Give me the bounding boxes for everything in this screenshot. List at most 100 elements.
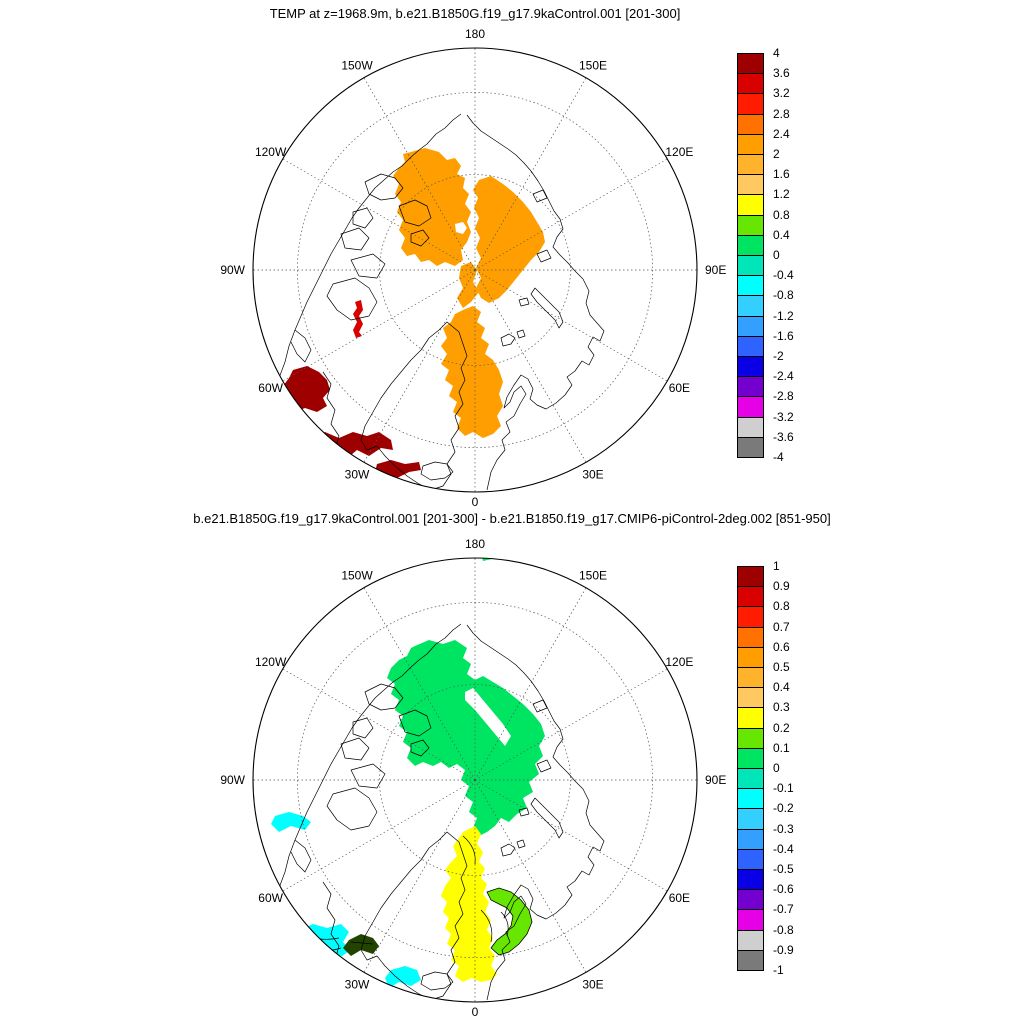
warm-speck-180 bbox=[481, 40, 493, 48]
positive-fram-yellow bbox=[441, 826, 497, 982]
lon-label-60E: 60E bbox=[669, 891, 690, 905]
lon-label-180: 180 bbox=[465, 27, 485, 41]
coastline bbox=[398, 199, 432, 227]
colorbar-label: -0.1 bbox=[773, 781, 794, 796]
colorbar-cell bbox=[737, 113, 764, 135]
lon-label-150W: 150W bbox=[341, 59, 373, 73]
coastline bbox=[420, 971, 454, 991]
lon-label-90E: 90E bbox=[705, 773, 726, 787]
colorbar-label: 0.3 bbox=[773, 700, 790, 715]
coastline bbox=[420, 461, 454, 481]
colorbar-cell bbox=[737, 376, 764, 398]
hot-labrador-blob bbox=[283, 366, 330, 412]
colorbar-cell bbox=[737, 828, 764, 850]
coastline bbox=[532, 189, 548, 203]
lon-label-90W: 90W bbox=[220, 773, 245, 787]
colorbar-label: 0.8 bbox=[773, 207, 790, 222]
colorbar-cell bbox=[737, 315, 764, 337]
coastline bbox=[518, 807, 530, 817]
colorbar-cell bbox=[737, 788, 764, 810]
colorbar-cell bbox=[737, 133, 764, 155]
lon-label-30W: 30W bbox=[345, 467, 370, 481]
colorbar-label: -0.8 bbox=[773, 288, 794, 303]
negative-south-cyan bbox=[385, 966, 421, 988]
lon-label-120E: 120E bbox=[665, 145, 693, 159]
colorbar-cell bbox=[737, 909, 764, 931]
colorbar-label: 0.8 bbox=[773, 599, 790, 614]
coastline bbox=[364, 683, 404, 711]
colorbar-label: 0.1 bbox=[773, 740, 790, 755]
coastline bbox=[264, 113, 462, 427]
lon-label-30E: 30E bbox=[582, 977, 603, 991]
coastline bbox=[500, 333, 516, 347]
contour-line-6 bbox=[350, 941, 374, 945]
colorbar-cell bbox=[737, 889, 764, 911]
colorbar-label: -0.4 bbox=[773, 841, 794, 856]
colorbar-label: 2.4 bbox=[773, 126, 790, 141]
colorbar-cell bbox=[737, 396, 764, 418]
colorbar-label: 0.5 bbox=[773, 660, 790, 674]
colorbar-label: 2.8 bbox=[773, 106, 790, 121]
coastline bbox=[398, 709, 432, 737]
colorbar-label: -1.6 bbox=[773, 328, 794, 343]
colorbar-cell bbox=[737, 606, 764, 628]
colorbar-label: -2 bbox=[773, 349, 784, 363]
colorbar-cell bbox=[737, 747, 764, 769]
coastline bbox=[352, 717, 374, 739]
coastline bbox=[364, 173, 404, 201]
colorbar-cell bbox=[737, 154, 764, 176]
panel1-polar-map: 180 150E 120E 90E 60E 30E 0 30W 60W 90W 120W 150W bbox=[220, 27, 726, 509]
colorbar-label: 1.2 bbox=[773, 187, 790, 202]
panel1-colorbar: 4 3.6 3.2 2.8 2.4 2 1.6 1.2 0.8 0.4 0 -0.4 -0.8 -1.2 -… bbox=[737, 46, 794, 464]
map-content bbox=[253, 40, 697, 492]
colorbar-label: 0.2 bbox=[773, 720, 790, 735]
colorbar-label: 0.9 bbox=[773, 579, 790, 594]
colorbar-cell bbox=[737, 646, 764, 668]
graticule-meridian bbox=[474, 587, 587, 781]
coastline bbox=[410, 739, 430, 757]
coastline bbox=[466, 114, 605, 491]
lon-label-0: 0 bbox=[472, 1005, 479, 1019]
coastline bbox=[350, 763, 386, 789]
graticule-meridian bbox=[474, 158, 668, 271]
colorbar-cell bbox=[737, 586, 764, 608]
colorbar-label: 3.6 bbox=[773, 66, 790, 81]
colorbar-cell bbox=[737, 566, 764, 588]
graticule-meridian bbox=[363, 269, 476, 463]
colorbar-label: -2.4 bbox=[773, 369, 794, 384]
colorbar-label: 1 bbox=[773, 559, 780, 573]
colorbar-cell bbox=[737, 436, 764, 458]
coastline bbox=[340, 227, 370, 251]
coastline bbox=[466, 624, 605, 1001]
colorbar-cell bbox=[737, 687, 764, 709]
colorbar-cell bbox=[737, 255, 764, 277]
contour-line-3 bbox=[500, 911, 509, 937]
colorbar-label: -0.4 bbox=[773, 268, 794, 283]
coastline bbox=[352, 207, 374, 229]
colorbar-cell bbox=[737, 93, 764, 115]
hot-sliver-west bbox=[353, 300, 363, 338]
graticule-meridian bbox=[363, 779, 476, 973]
colorbar-label: -1.2 bbox=[773, 308, 794, 323]
dark-contour-cluster bbox=[343, 934, 379, 956]
colorbar-label: 4 bbox=[773, 46, 780, 60]
panel1-title: TEMP at z=1968.9m, b.e21.B1850G.f19_g17.… bbox=[269, 6, 681, 21]
positive-central-green bbox=[387, 640, 545, 836]
graticule-meridian bbox=[282, 158, 476, 271]
colorbar-cell bbox=[737, 727, 764, 749]
graticule-meridian bbox=[363, 77, 476, 271]
coastline bbox=[536, 759, 552, 773]
green-speck-180 bbox=[481, 558, 492, 561]
colorbar-label: -2.8 bbox=[773, 389, 794, 404]
colorbar-cell bbox=[737, 848, 764, 870]
coastline bbox=[340, 737, 370, 761]
colorbar-label: 1.6 bbox=[773, 167, 790, 182]
map-boundary-circle bbox=[252, 47, 698, 493]
colorbar-label: 0.6 bbox=[773, 639, 790, 654]
lon-label-30E: 30E bbox=[582, 467, 603, 481]
negative-labrador-cyan bbox=[293, 924, 351, 960]
coastline bbox=[326, 787, 378, 831]
colorbar-label: -3.6 bbox=[773, 429, 794, 444]
graticule-meridian bbox=[363, 587, 476, 781]
